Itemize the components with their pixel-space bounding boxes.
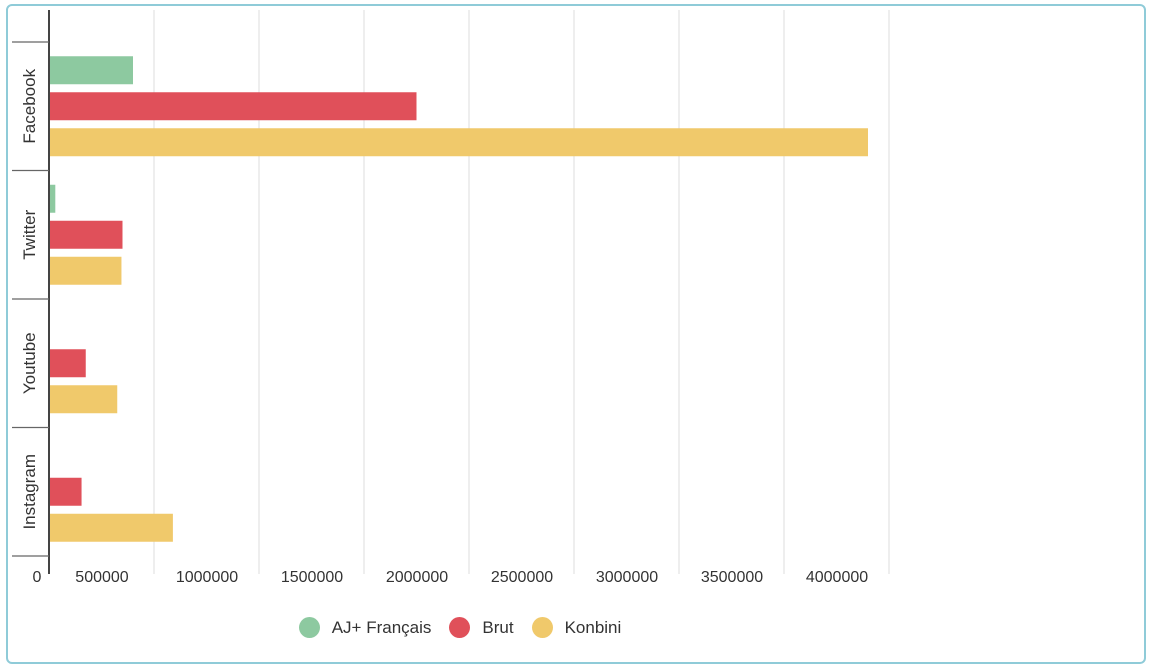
bars bbox=[50, 56, 868, 542]
x-tick-label: 4000000 bbox=[806, 569, 868, 586]
x-tick-label: 0 bbox=[33, 569, 42, 586]
legend-item-konbini[interactable]: Konbini bbox=[532, 617, 622, 638]
bar-youtube-2 bbox=[50, 385, 117, 413]
x-tick-label: 3500000 bbox=[701, 569, 763, 586]
legend-swatch-brut bbox=[449, 617, 470, 638]
bar-instagram-2 bbox=[50, 514, 173, 542]
x-tick-label: 3000000 bbox=[596, 569, 658, 586]
x-tick-label: 500000 bbox=[75, 569, 128, 586]
category-label: Facebook bbox=[20, 68, 39, 143]
x-tick-label: 1000000 bbox=[176, 569, 238, 586]
legend: AJ+ Français Brut Konbini bbox=[0, 617, 920, 638]
bar-facebook-2 bbox=[50, 128, 868, 156]
x-tick-label: 1500000 bbox=[281, 569, 343, 586]
legend-swatch-konbini bbox=[532, 617, 553, 638]
category-label: Instagram bbox=[20, 454, 39, 530]
legend-item-brut[interactable]: Brut bbox=[449, 617, 513, 638]
bar-twitter-1 bbox=[50, 221, 123, 249]
bar-chart: 0 500000 1000000 1500000 2000000 2500000 30000… bbox=[0, 0, 1150, 650]
legend-label-konbini: Konbini bbox=[565, 618, 622, 638]
category-label: Twitter bbox=[20, 209, 39, 259]
legend-label-brut: Brut bbox=[482, 618, 513, 638]
bar-facebook-1 bbox=[50, 92, 417, 120]
bar-facebook-0 bbox=[50, 56, 133, 84]
bar-twitter-2 bbox=[50, 257, 121, 285]
legend-swatch-aj bbox=[299, 617, 320, 638]
x-tick-labels: 0 500000 1000000 1500000 2000000 2500000 30000… bbox=[33, 569, 869, 586]
bar-instagram-1 bbox=[50, 478, 82, 506]
legend-label-aj: AJ+ Français bbox=[332, 618, 432, 638]
x-tick-label: 2000000 bbox=[386, 569, 448, 586]
category-label: Youtube bbox=[20, 332, 39, 394]
legend-item-aj[interactable]: AJ+ Français bbox=[299, 617, 432, 638]
bar-youtube-1 bbox=[50, 349, 86, 377]
x-tick-label: 2500000 bbox=[491, 569, 553, 586]
bar-twitter-0 bbox=[50, 185, 55, 213]
